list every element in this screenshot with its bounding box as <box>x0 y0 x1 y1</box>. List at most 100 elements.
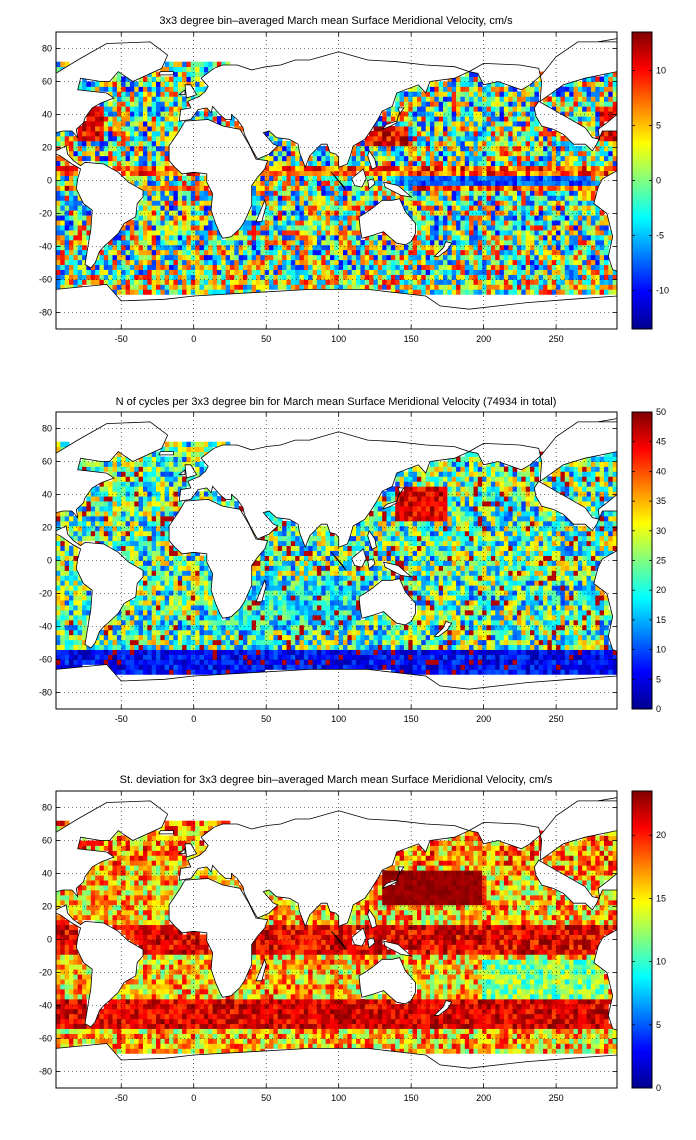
heatmap-cell <box>286 235 292 241</box>
heatmap-cell <box>569 259 574 266</box>
heatmap-cell <box>364 160 370 167</box>
heatmap-cell <box>595 289 601 295</box>
heatmap-cell <box>599 289 605 295</box>
heatmap-cell <box>134 525 140 532</box>
heatmap-cell <box>343 230 348 236</box>
heatmap-cell <box>560 145 566 152</box>
heatmap-cell <box>264 165 270 172</box>
heatmap-cell <box>203 274 209 280</box>
heatmap-cell <box>186 185 192 191</box>
heatmap-cell <box>138 96 144 102</box>
heatmap-cell <box>269 269 274 275</box>
heatmap-cell <box>64 540 70 547</box>
heatmap-cell <box>495 205 500 211</box>
heatmap-cell <box>169 274 174 280</box>
heatmap-cell <box>69 180 74 186</box>
heatmap-cell <box>451 190 457 196</box>
heatmap-cell <box>160 185 166 191</box>
heatmap-cell <box>277 225 283 231</box>
heatmap-cell <box>125 225 131 231</box>
heatmap-cell <box>356 165 361 172</box>
heatmap-cell <box>534 195 540 201</box>
heatmap-cell <box>190 81 196 87</box>
heatmap-cell <box>260 259 266 266</box>
heatmap-cell <box>164 91 170 97</box>
heatmap-cell <box>164 274 170 280</box>
heatmap-cell <box>282 235 287 241</box>
heatmap-cell <box>595 230 601 236</box>
heatmap-cell <box>143 131 148 137</box>
heatmap-cell <box>564 135 570 142</box>
heatmap-cell <box>151 71 157 77</box>
heatmap-cell <box>569 195 574 201</box>
heatmap-cell <box>186 76 192 82</box>
heatmap-cell <box>299 205 305 211</box>
heatmap-cell <box>343 269 348 275</box>
heatmap-cell <box>382 185 387 191</box>
heatmap-cell <box>408 116 414 122</box>
heatmap-cell <box>403 284 409 290</box>
heatmap-cell <box>169 111 174 117</box>
heatmap-cell <box>286 205 292 211</box>
heatmap-cell <box>95 106 100 112</box>
heatmap-cell <box>477 170 483 176</box>
heatmap-cell <box>556 135 561 142</box>
heatmap-cell <box>143 634 148 641</box>
heatmap-cell <box>277 244 283 251</box>
heatmap-cell <box>247 249 253 256</box>
heatmap-cell <box>299 215 305 221</box>
heatmap-cell <box>386 269 392 275</box>
heatmap-cell <box>373 239 379 246</box>
heatmap-cell <box>343 279 348 285</box>
heatmap-cell <box>112 629 118 636</box>
heatmap-cell <box>417 86 422 92</box>
heatmap-cell <box>360 259 366 266</box>
heatmap-cell <box>143 165 148 172</box>
heatmap-cell <box>86 600 92 606</box>
heatmap-cell <box>543 210 548 216</box>
heatmap-cell <box>129 81 135 87</box>
heatmap-cell <box>182 264 187 270</box>
heatmap-cell <box>264 205 270 211</box>
heatmap-cell <box>95 466 100 472</box>
heatmap-cell <box>299 165 305 172</box>
heatmap-cell <box>125 456 131 462</box>
heatmap-cell <box>417 220 422 226</box>
heatmap-cell <box>277 284 283 290</box>
heatmap-cell <box>486 165 492 172</box>
heatmap-cell <box>160 135 166 142</box>
heatmap-cell <box>69 530 74 537</box>
heatmap-cell <box>282 200 287 206</box>
heatmap-cell <box>290 160 296 167</box>
heatmap-cell <box>490 86 496 92</box>
heatmap-cell <box>525 96 531 102</box>
heatmap-cell <box>173 284 179 290</box>
heatmap-cell <box>151 140 157 147</box>
heatmap-cell <box>169 205 174 211</box>
heatmap-cell <box>460 185 466 191</box>
heatmap-cell <box>60 284 66 290</box>
heatmap-cell <box>173 220 179 226</box>
heatmap-cell <box>560 135 566 142</box>
heatmap-cell <box>551 180 557 186</box>
heatmap-cell <box>495 121 500 127</box>
heatmap-cell <box>182 96 187 102</box>
heatmap-cell <box>525 220 531 226</box>
heatmap-cell <box>60 615 66 621</box>
heatmap-cell <box>164 239 170 246</box>
heatmap-cell <box>77 610 83 616</box>
heatmap-cell <box>503 210 509 216</box>
heatmap-cell <box>521 210 527 216</box>
heatmap-cell <box>399 155 405 162</box>
heatmap-cell <box>290 225 296 231</box>
heatmap-cell <box>508 165 514 172</box>
heatmap-cell <box>216 249 222 256</box>
heatmap-cell <box>321 195 327 201</box>
heatmap-cell <box>303 264 309 270</box>
heatmap-cell <box>604 160 609 167</box>
heatmap-cell <box>260 195 266 201</box>
heatmap-cell <box>325 225 331 231</box>
heatmap-cell <box>543 220 548 226</box>
heatmap-cell <box>434 284 440 290</box>
heatmap-cell <box>390 269 396 275</box>
